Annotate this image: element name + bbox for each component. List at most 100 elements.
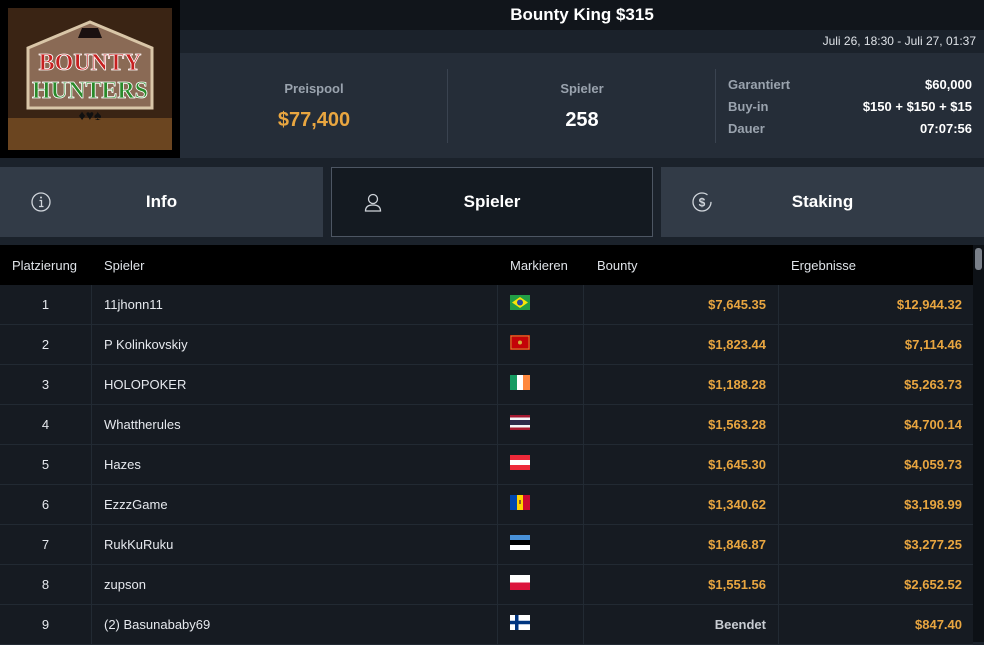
tab-spieler[interactable]: Spieler <box>331 167 653 237</box>
rank-cell: 7 <box>41 537 50 552</box>
cell-divider <box>778 365 779 405</box>
brazil-flag-icon <box>510 295 530 310</box>
cell-divider <box>497 565 498 605</box>
header-bounty[interactable]: Bounty <box>597 258 638 273</box>
header-mark[interactable]: Markieren <box>510 258 568 273</box>
cell-divider <box>497 365 498 405</box>
divider <box>715 69 716 143</box>
cell-divider <box>583 325 584 365</box>
cell-divider <box>497 285 498 325</box>
table-header: Platzierung Spieler Markieren Bounty Erg… <box>0 245 973 285</box>
scrollbar[interactable] <box>973 245 984 642</box>
players-table: 1 11jhonn11 $7,645.35 $12,944.32 2 P Kol… <box>0 285 973 645</box>
header-results[interactable]: Ergebnisse <box>791 258 857 273</box>
detail-value: $150 + $150 + $15 <box>862 99 972 114</box>
cell-divider <box>778 485 779 525</box>
table-row[interactable]: 5 Hazes $1,645.30 $4,059.73 <box>0 445 973 485</box>
detail-label: Garantiert <box>728 77 791 92</box>
svg-text:$: $ <box>699 196 706 210</box>
result-cell: $3,198.99 <box>904 497 962 512</box>
cell-divider <box>91 485 92 525</box>
player-name[interactable]: zupson <box>104 577 146 592</box>
rank-cell: 2 <box>41 337 50 352</box>
tab-label: Info <box>145 192 178 211</box>
result-cell: $7,114.46 <box>904 337 962 352</box>
header-rank[interactable]: Platzierung <box>12 258 78 273</box>
cell-divider <box>583 565 584 605</box>
user-icon <box>364 193 382 212</box>
table-row[interactable]: 9 (2) Basunababy69 Beendet $847.40 <box>0 605 973 645</box>
table-row[interactable]: 6 EzzzGame $1,340.62 $3,198.99 <box>0 485 973 525</box>
bounty-cell: $7,645.35 <box>708 297 766 312</box>
result-cell: $12,944.32 <box>896 297 962 312</box>
rank-cell: 3 <box>41 377 50 392</box>
prizepool-label: Preispool <box>284 81 344 96</box>
player-name[interactable]: RukKuRuku <box>104 537 174 552</box>
cell-divider <box>91 525 92 565</box>
result-cell: $4,700.14 <box>904 417 962 432</box>
rank-cell: 6 <box>41 497 50 512</box>
player-name[interactable]: Hazes <box>104 457 141 472</box>
cell-divider <box>91 605 92 645</box>
result-cell: $5,263.73 <box>904 377 962 392</box>
table-row[interactable]: 7 RukKuRuku $1,846.87 $3,277.25 <box>0 525 973 565</box>
detail-label: Dauer <box>728 121 765 136</box>
player-name[interactable]: P Kolinkovskiy <box>104 337 188 352</box>
detail-guaranteed: Garantiert $60,000 <box>728 77 972 92</box>
tournament-logo: BOUNTY HUNTERS ♦♥♠ <box>0 0 180 158</box>
cell-divider <box>583 405 584 445</box>
cell-divider <box>91 565 92 605</box>
cell-divider <box>91 445 92 485</box>
table-row[interactable]: 1 11jhonn11 $7,645.35 $12,944.32 <box>0 285 973 325</box>
rank-cell: 8 <box>41 577 50 592</box>
tab-info[interactable]: Info <box>0 167 323 237</box>
cell-divider <box>778 525 779 565</box>
result-cell: $2,652.52 <box>904 577 962 592</box>
cell-divider <box>778 605 779 645</box>
scrollbar-thumb[interactable] <box>975 248 982 270</box>
result-cell: $3,277.25 <box>904 537 962 552</box>
table-row[interactable]: 3 HOLOPOKER $1,188.28 $5,263.73 <box>0 365 973 405</box>
cell-divider <box>583 445 584 485</box>
bounty-cell: $1,563.28 <box>708 417 766 432</box>
montenegro-flag-icon <box>510 335 530 350</box>
cell-divider <box>497 485 498 525</box>
cell-divider <box>497 405 498 445</box>
cell-divider <box>583 485 584 525</box>
cell-divider <box>497 445 498 485</box>
result-cell: $847.40 <box>915 617 962 632</box>
header-player[interactable]: Spieler <box>104 258 145 273</box>
svg-text:♦♥♠: ♦♥♠ <box>79 107 102 123</box>
cell-divider <box>91 325 92 365</box>
bounty-cell: $1,551.56 <box>708 577 766 592</box>
player-name[interactable]: Whattherules <box>104 417 181 432</box>
cell-divider <box>583 525 584 565</box>
cell-divider <box>583 365 584 405</box>
bounty-cell: Beendet <box>714 617 766 632</box>
tab-label: Spieler <box>463 192 521 211</box>
player-name[interactable]: HOLOPOKER <box>104 377 187 392</box>
prizepool-stat: Preispool $77,400 <box>210 53 418 158</box>
player-name[interactable]: EzzzGame <box>104 497 168 512</box>
svg-text:BOUNTY: BOUNTY <box>39 50 142 76</box>
player-name[interactable]: 11jhonn11 <box>104 297 163 312</box>
tournament-title: Bounty King $315 <box>180 0 984 30</box>
detail-buyin: Buy-in $150 + $150 + $15 <box>728 99 972 114</box>
prizepool-value: $77,400 <box>277 109 351 131</box>
table-row[interactable]: 4 Whattherules $1,563.28 $4,700.14 <box>0 405 973 445</box>
rank-cell: 9 <box>41 617 50 632</box>
moldova-flag-icon <box>510 495 530 510</box>
detail-duration: Dauer 07:07:56 <box>728 121 972 136</box>
table-row[interactable]: 2 P Kolinkovskiy $1,823.44 $7,114.46 <box>0 325 973 365</box>
thailand-flag-icon <box>510 415 530 430</box>
rank-cell: 1 <box>41 297 50 312</box>
info-icon <box>31 192 51 212</box>
tab-staking[interactable]: $ Staking <box>661 167 984 237</box>
cell-divider <box>91 405 92 445</box>
players-value: 258 <box>565 109 599 131</box>
austria-flag-icon <box>510 455 530 470</box>
table-row[interactable]: 8 zupson $1,551.56 $2,652.52 <box>0 565 973 605</box>
player-name[interactable]: (2) Basunababy69 <box>104 617 211 632</box>
cell-divider <box>778 565 779 605</box>
ireland-flag-icon <box>510 375 530 390</box>
